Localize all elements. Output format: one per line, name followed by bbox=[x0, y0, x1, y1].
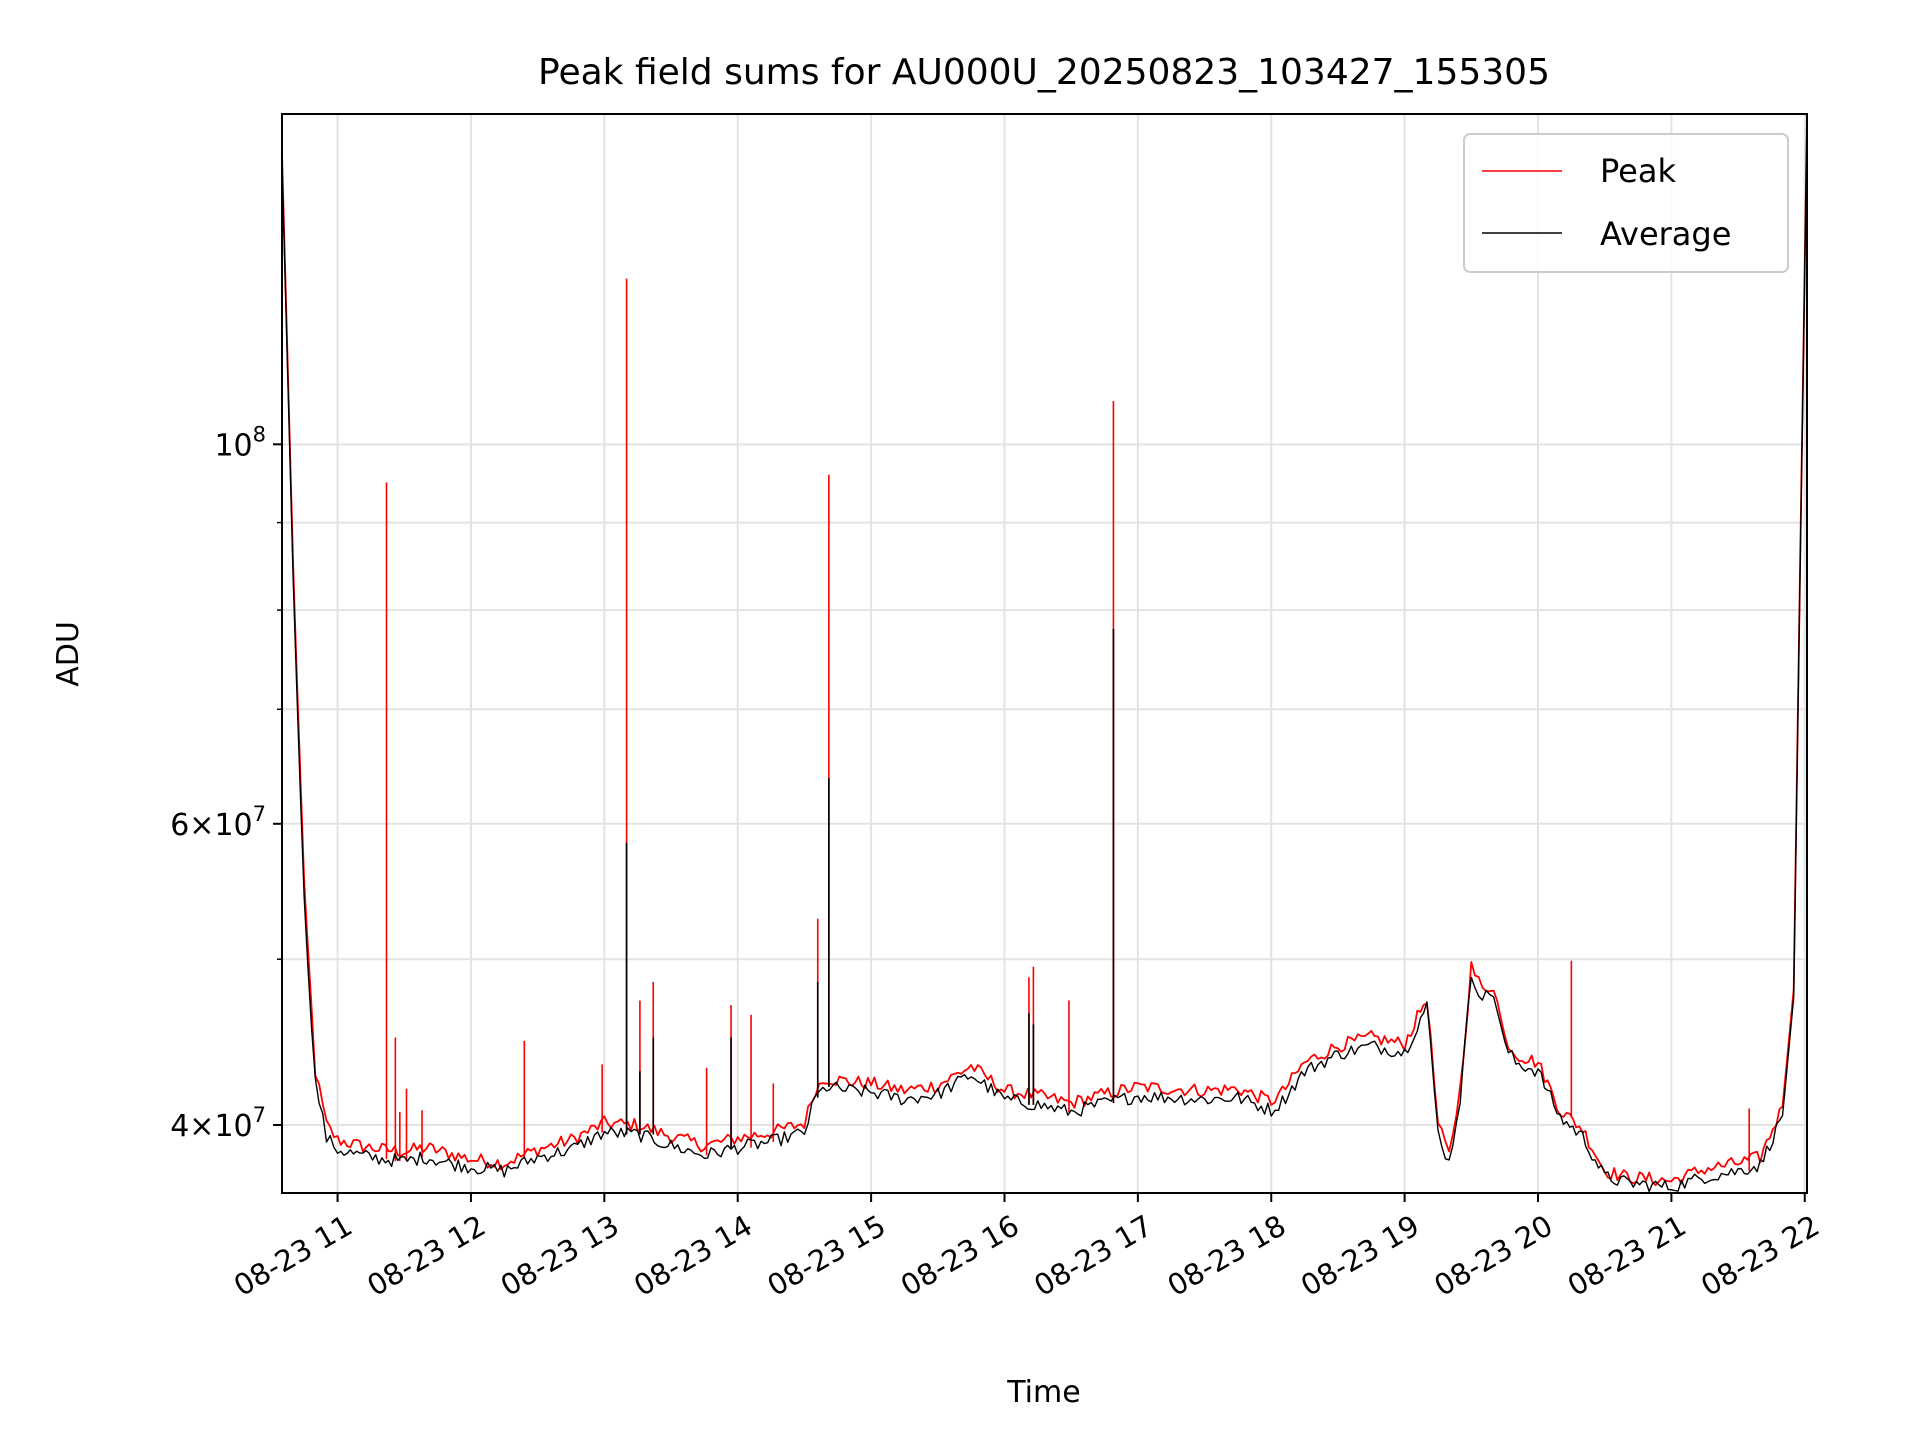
legend-frame bbox=[1463, 133, 1789, 273]
y-tick-label: 6×107 bbox=[170, 802, 266, 843]
x-axis-label: Time bbox=[1006, 1375, 1080, 1410]
legend-label-peak: Peak bbox=[1600, 152, 1676, 190]
y-tick-label: 4×107 bbox=[170, 1103, 266, 1144]
y-axis-label: ADU bbox=[51, 621, 86, 687]
legend: Peak Average bbox=[1463, 133, 1789, 273]
y-tick-label: 108 bbox=[214, 422, 266, 463]
grid bbox=[282, 114, 1807, 1193]
chart-title: Peak field sums for AU000U_20250823_1034… bbox=[538, 52, 1550, 93]
series-line-average bbox=[281, 118, 1808, 1193]
plot-series bbox=[281, 113, 1808, 1193]
axes-frame bbox=[281, 113, 1808, 1194]
legend-label-average: Average bbox=[1600, 215, 1731, 253]
